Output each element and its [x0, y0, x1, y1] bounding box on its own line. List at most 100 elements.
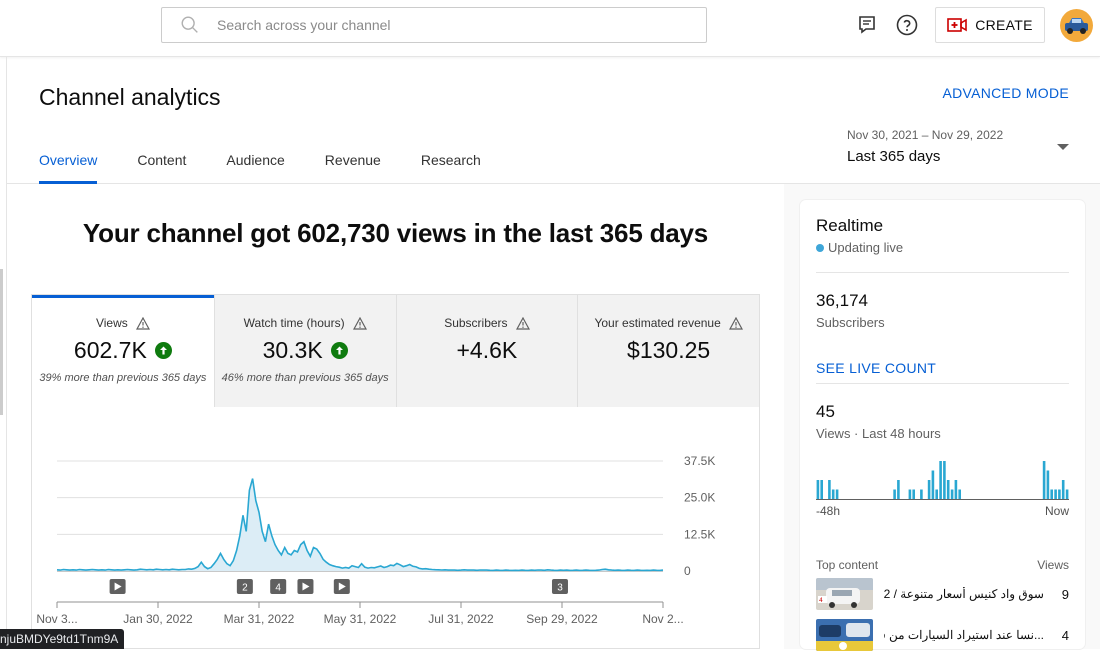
views-chart[interactable]: 37.5K 25.0K 12.5K 0 2 4 3 Nov 3... Jan 30, 2022 M…: [32, 406, 761, 649]
warning-icon: [728, 316, 743, 330]
create-label: CREATE: [975, 17, 1033, 33]
top-content-item[interactable]: 4 سوق واد كنيس أسعار متنوعة / 2... 9: [816, 578, 1069, 610]
up-arrow-icon: [330, 342, 348, 359]
page-title: Channel analytics: [39, 84, 221, 110]
metric-value: 30.3K: [262, 337, 323, 363]
metric-label: Your estimated revenue: [594, 316, 721, 330]
annotation-marker-label: 4: [275, 583, 281, 594]
feedback-icon[interactable]: [855, 13, 879, 37]
x-tick-label: Nov 3...: [36, 612, 77, 626]
realtime-bar: [1061, 480, 1065, 499]
warning-icon: [515, 316, 530, 330]
realtime-bar: [897, 480, 900, 499]
realtime-bar: [835, 489, 839, 499]
warning-icon: [135, 316, 150, 330]
top-content-header: Top content: [816, 558, 879, 572]
realtime-bar: [828, 480, 831, 499]
live-status: Updating live: [816, 240, 903, 255]
warning-icon: [352, 316, 367, 330]
realtime-views-label: Views · Last 48 hours: [816, 426, 941, 441]
top-content-item[interactable]: ...نسا عند استيراد السيارات من فرنسا 4: [816, 619, 1069, 651]
play-icon: [302, 582, 310, 591]
metric-label: Views: [95, 316, 128, 330]
overview-panel: Your channel got 602,730 views in the la…: [7, 184, 784, 649]
realtime-bar: [920, 489, 923, 499]
dropdown-caret-icon: [1057, 144, 1069, 150]
realtime-bar: [820, 480, 823, 499]
live-dot-icon: [816, 243, 824, 252]
scrollbar-thumb[interactable]: [0, 269, 3, 415]
realtime-bar: [927, 480, 931, 499]
video-title: ...نسا عند استيراد السيارات من فرنسا: [884, 628, 1044, 642]
realtime-bar: [931, 470, 935, 499]
tab-content[interactable]: Content: [137, 152, 187, 168]
search-icon: [181, 16, 198, 33]
realtime-bar: [939, 461, 942, 499]
metric-card-revenue[interactable]: Your estimated revenue $130.25: [577, 295, 759, 407]
date-range-dates: Nov 30, 2021 – Nov 29, 2022: [847, 128, 1004, 142]
metric-label: Watch time (hours): [243, 316, 345, 330]
metric-card-watch-time[interactable]: Watch time (hours) 30.3K 46% more than p…: [213, 295, 396, 407]
left-rail: [0, 57, 7, 649]
video-title: سوق واد كنيس أسعار متنوعة / 2...: [884, 587, 1044, 601]
metric-card-views[interactable]: Views 602.7K 39% more than previous 365 …: [32, 295, 214, 407]
realtime-bar: [893, 489, 896, 499]
tab-research[interactable]: Research: [420, 152, 481, 168]
x-tick-label: Jul 31, 2022: [428, 612, 494, 626]
search-input[interactable]: [217, 17, 687, 33]
realtime-bar: [1046, 470, 1050, 499]
realtime-title: Realtime: [816, 216, 884, 235]
metric-comparison: 39% more than previous 365 days: [39, 372, 207, 384]
up-arrow-icon: [154, 342, 172, 359]
advanced-mode-link[interactable]: ADVANCED MODE: [942, 85, 1069, 101]
axis-label-end: Now: [1044, 504, 1069, 518]
realtime-bar: [816, 480, 820, 499]
date-range-selector[interactable]: Nov 30, 2021 – Nov 29, 2022 Last 365 day…: [847, 128, 1077, 165]
annotation-marker: [236, 579, 253, 594]
search-box[interactable]: [161, 7, 707, 43]
video-views: 9: [1061, 586, 1069, 602]
metric-value: $130.25: [627, 337, 711, 363]
realtime-bar: [1058, 489, 1061, 499]
metric-value: 602.7K: [73, 337, 147, 363]
video-thumbnail: [816, 619, 873, 651]
realtime-bar: [950, 489, 954, 499]
create-button[interactable]: CREATE: [935, 7, 1045, 43]
help-icon[interactable]: [895, 13, 919, 37]
realtime-bar: [908, 489, 912, 499]
realtime-views-count: 45: [816, 402, 835, 421]
y-tick-label: 0: [684, 564, 691, 578]
realtime-bar: [1065, 489, 1069, 499]
x-tick-label: Nov 2...: [642, 612, 683, 626]
realtime-card: Realtime Updating live 36,174 Subscriber…: [800, 200, 1085, 651]
play-icon: [338, 582, 346, 591]
realtime-bar-chart[interactable]: [816, 455, 1069, 500]
top-content-views-header: Views: [1037, 558, 1069, 572]
tab-audience[interactable]: Audience: [226, 152, 285, 168]
tab-revenue[interactable]: Revenue: [324, 152, 381, 168]
divider: [816, 272, 1069, 273]
tab-overview[interactable]: Overview: [39, 152, 98, 184]
realtime-pane: Realtime Updating live 36,174 Subscriber…: [784, 184, 1100, 651]
car-avatar-icon: [1065, 18, 1088, 34]
views-area: [57, 478, 663, 571]
realtime-bar: [1042, 461, 1046, 499]
annotation-marker-label: 3: [557, 583, 563, 594]
realtime-bar: [912, 489, 915, 499]
realtime-bar: [1054, 489, 1057, 499]
tab-bar: Overview Content Audience Revenue Resear…: [39, 152, 521, 184]
annotation-marker: [551, 579, 568, 594]
metric-card-subscribers[interactable]: Subscribers +4.6K: [395, 295, 578, 407]
annotation-marker: [270, 579, 287, 594]
axis-label-start: -48h: [816, 504, 841, 518]
play-icon: [114, 582, 122, 591]
realtime-bar: [935, 489, 938, 499]
date-range-label: Last 365 days: [847, 148, 941, 165]
create-video-icon: [947, 18, 968, 32]
views-series-line: [56, 478, 664, 572]
metric-label: Subscribers: [444, 316, 508, 330]
see-live-count-link[interactable]: SEE LIVE COUNT: [816, 360, 937, 376]
realtime-bar: [954, 480, 958, 499]
avatar[interactable]: [1060, 9, 1093, 42]
x-tick-label: Sep 29, 2022: [526, 612, 598, 626]
